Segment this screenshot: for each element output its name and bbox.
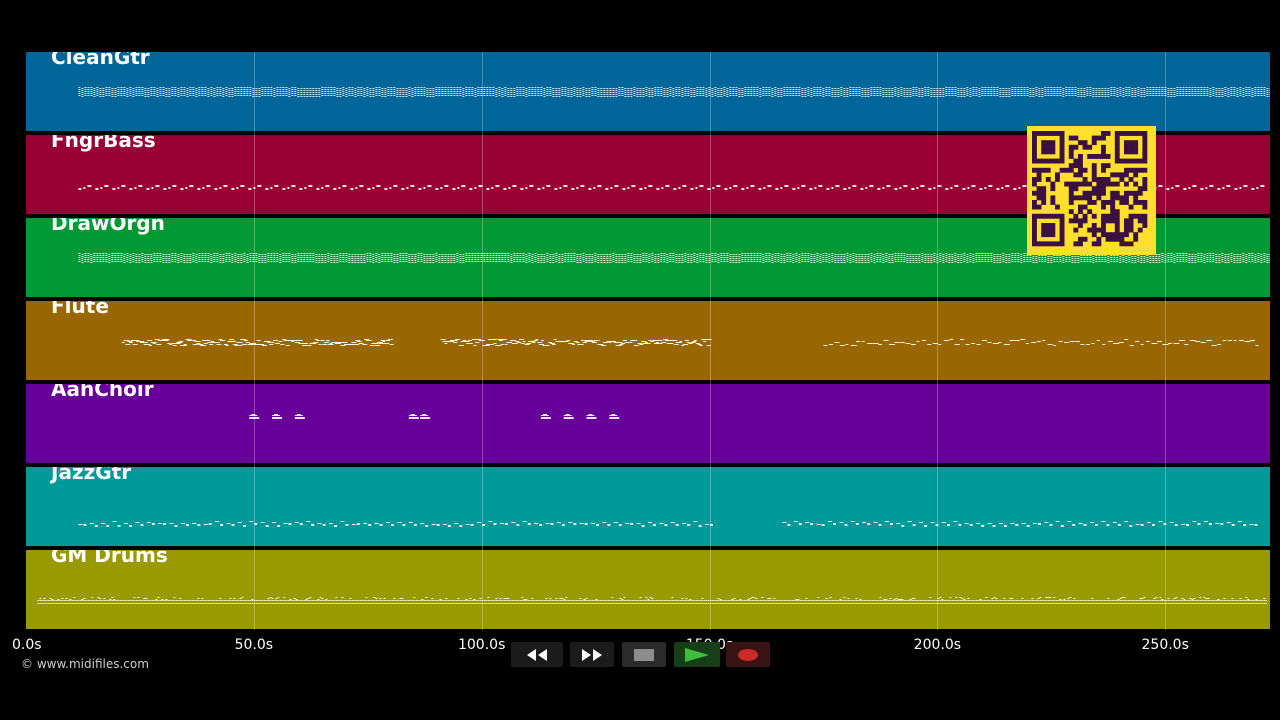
track-name: JazzGtr <box>51 467 132 484</box>
note-events <box>249 414 620 419</box>
time-tick-label: 0.0s <box>12 637 42 653</box>
rewind-button[interactable] <box>511 642 563 667</box>
track-name: Flute <box>51 301 109 318</box>
note-events <box>37 597 1267 604</box>
track-name: AahChoir <box>51 384 154 401</box>
rewind-icon <box>527 648 547 661</box>
record-icon <box>738 648 758 661</box>
note-events <box>78 521 1258 527</box>
track-name: GM Drums <box>51 550 168 567</box>
time-tick-label: 250.0s <box>1141 637 1189 653</box>
track-lane[interactable]: Flute <box>26 301 1270 380</box>
stop-button[interactable] <box>622 642 666 667</box>
track-lane[interactable]: JazzGtr <box>26 467 1270 546</box>
track-lane[interactable]: AahChoir <box>26 384 1270 463</box>
note-events <box>121 339 1259 346</box>
track-lane[interactable]: CleanGtr <box>26 52 1270 131</box>
track-name: FngrBass <box>51 135 156 152</box>
play-icon <box>685 647 709 662</box>
stop-icon <box>634 648 654 661</box>
record-button[interactable] <box>726 642 770 667</box>
qr-pattern <box>1032 131 1148 247</box>
copyright-text: © www.midifiles.com <box>21 657 149 671</box>
track-lane[interactable]: GM Drums <box>26 550 1270 629</box>
fast-forward-icon <box>582 648 602 661</box>
fast-forward-button[interactable] <box>570 642 614 667</box>
track-name: CleanGtr <box>51 52 150 69</box>
qr-code[interactable] <box>1027 126 1156 255</box>
note-events <box>78 87 1270 97</box>
play-button[interactable] <box>674 642 720 667</box>
time-tick-label: 200.0s <box>913 637 962 653</box>
time-tick-label: 100.0s <box>457 637 506 653</box>
track-name: DrawOrgn <box>51 218 165 235</box>
time-tick-label: 50.0s <box>234 637 274 653</box>
